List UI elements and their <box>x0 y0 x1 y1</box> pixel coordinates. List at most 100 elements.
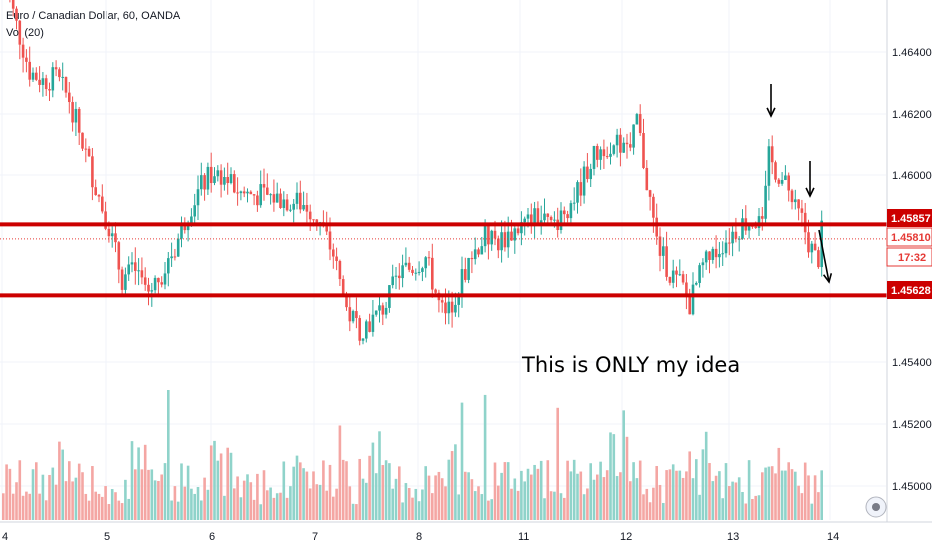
candle-body <box>167 258 170 274</box>
time-label: 12 <box>620 531 632 543</box>
volume-bar <box>741 491 744 520</box>
candle-body <box>302 205 305 210</box>
volume-bar <box>427 475 431 520</box>
candle-body <box>239 191 243 194</box>
candle-body <box>497 238 500 251</box>
volume-bar <box>371 442 375 520</box>
candle-body <box>38 79 41 85</box>
candle-body <box>147 284 150 292</box>
candle-body <box>348 307 352 322</box>
volume-bar <box>127 498 130 520</box>
volume-bar <box>266 490 269 520</box>
volume-bar <box>681 477 685 520</box>
volume-bar <box>757 495 761 520</box>
volume-bar <box>434 475 437 520</box>
volume-bar <box>440 478 444 520</box>
volume-bar <box>209 445 213 520</box>
candle-body <box>655 217 658 237</box>
volume-bar <box>229 452 233 520</box>
candle-body <box>477 249 480 255</box>
volume-bar <box>764 467 767 520</box>
volume-bar <box>737 477 741 520</box>
candle-body <box>714 248 718 258</box>
candle-body <box>473 249 477 260</box>
volume-bar <box>767 466 771 520</box>
volume-bar <box>701 449 705 520</box>
candle-body <box>454 304 457 313</box>
candle-body <box>295 192 299 204</box>
resistance-tag <box>887 209 932 227</box>
volume-bar <box>190 488 193 520</box>
chart-settings-icon[interactable] <box>865 496 887 518</box>
volume-bar <box>170 500 173 520</box>
candle-body <box>233 174 236 193</box>
volume-bar <box>407 488 411 520</box>
candle-body <box>440 300 444 303</box>
candle-body <box>213 176 216 184</box>
volume-bar <box>645 488 649 520</box>
candle-body <box>734 231 738 239</box>
volume-bar <box>638 460 642 520</box>
candle-body <box>374 310 378 315</box>
volume-bar <box>183 486 187 520</box>
candle-body <box>21 44 25 58</box>
volume-bar <box>794 471 797 520</box>
volume-bar <box>477 486 480 520</box>
volume-bar <box>417 501 421 520</box>
volume-bar <box>530 474 533 520</box>
candle-body <box>365 321 368 339</box>
candle-body <box>599 149 602 160</box>
time-label: 5 <box>104 531 110 543</box>
volume-bar <box>285 497 289 520</box>
time-axis[interactable]: 4 5 6 7 8 11 12 13 14 <box>2 531 839 543</box>
candle-body <box>648 190 652 197</box>
volume-bar <box>173 486 177 520</box>
candle-body <box>813 243 817 251</box>
candle-body <box>355 311 358 319</box>
candle-body <box>536 208 540 224</box>
candle-body <box>305 205 309 212</box>
candle-body <box>41 78 45 85</box>
volume-bar <box>629 481 632 520</box>
volume-bar <box>272 497 276 520</box>
volume-bar <box>503 462 507 520</box>
volume-bar <box>325 490 328 520</box>
candle-body <box>335 256 338 262</box>
volume-bar <box>279 492 282 520</box>
time-label: 8 <box>416 531 422 543</box>
volume-bar <box>358 458 361 520</box>
candle-body <box>15 8 18 21</box>
volume-bar <box>391 488 394 520</box>
volume-bar <box>774 473 777 520</box>
volume-bar <box>460 402 464 520</box>
volume-bar <box>140 469 144 520</box>
volume-bar <box>124 479 127 520</box>
volume-bar <box>25 491 28 520</box>
candle-body <box>74 108 78 123</box>
candle-body <box>513 228 517 241</box>
candle-body <box>282 199 286 208</box>
volume-bar <box>328 464 332 520</box>
volume-bar <box>143 444 147 520</box>
volume-bar <box>28 493 31 520</box>
price-tick: 1.46400 <box>892 47 932 59</box>
candle-body <box>731 231 734 244</box>
candle-body <box>279 193 282 208</box>
volume-bar <box>652 487 655 520</box>
volume-bar <box>698 494 701 520</box>
candle-body <box>490 230 493 245</box>
candle-body <box>266 187 269 195</box>
candle-body <box>110 233 114 237</box>
volume-bar <box>480 494 484 520</box>
volume-bar <box>632 462 635 520</box>
volume-bar <box>97 493 101 520</box>
horizontal-levels[interactable] <box>0 222 887 298</box>
price-scale[interactable]: 1.46400 1.46200 1.46000 1.45400 1.45200 … <box>886 47 932 493</box>
volume-bar <box>153 480 157 520</box>
candle-body <box>223 177 226 185</box>
volume-bar <box>15 482 18 520</box>
volume-bar <box>447 459 451 520</box>
candle-body <box>737 238 741 240</box>
volume-bar <box>355 504 358 520</box>
